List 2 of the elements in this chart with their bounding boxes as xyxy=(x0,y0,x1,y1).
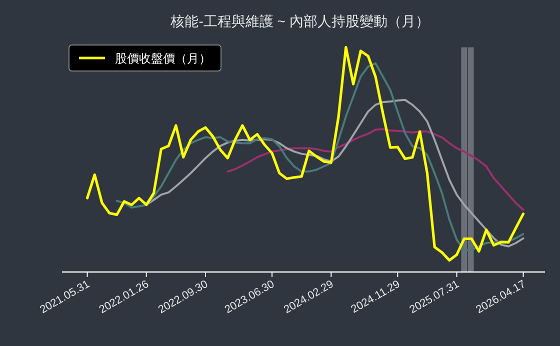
chart-title: 核能-工程與維護 ~ 內部人持股變動（月） xyxy=(170,13,430,29)
legend-label: 股價收盤價（月） xyxy=(115,52,211,66)
